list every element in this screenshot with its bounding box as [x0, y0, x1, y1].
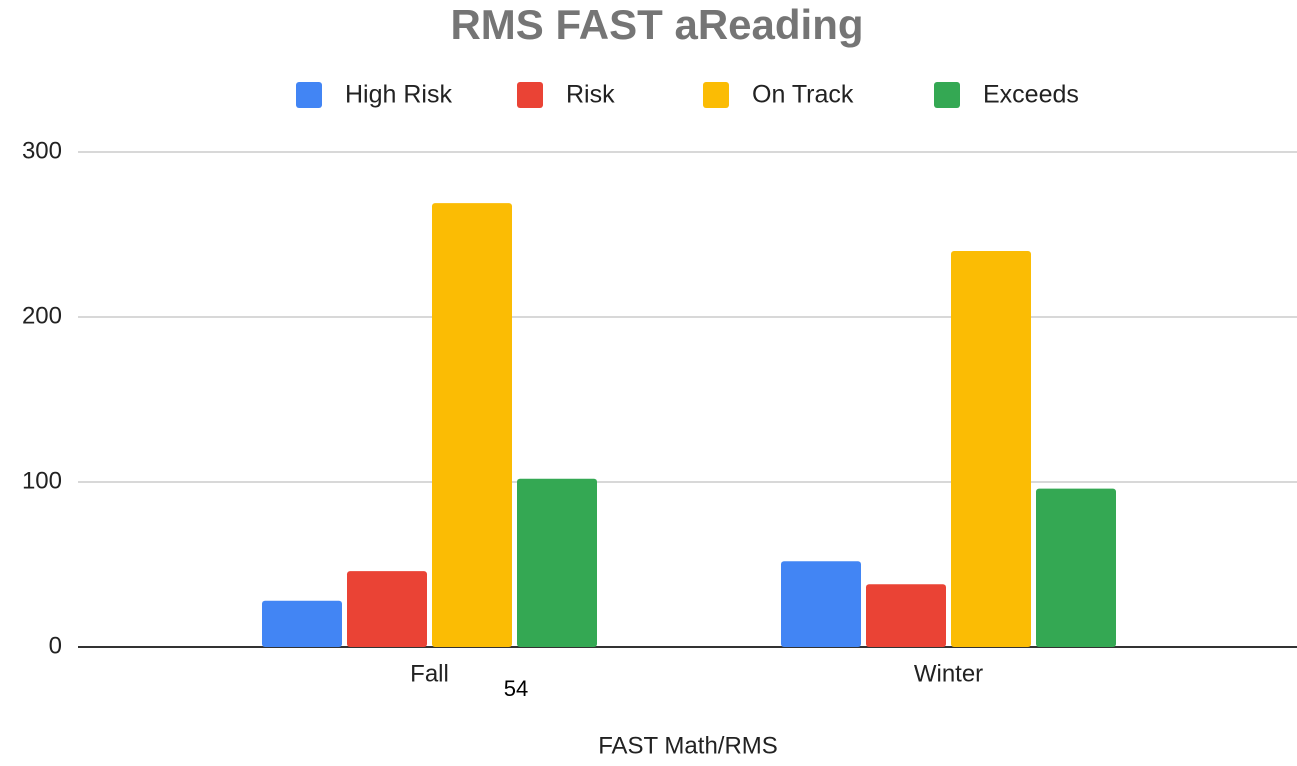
legend-swatch	[934, 82, 960, 108]
y-tick-label: 300	[22, 137, 62, 164]
bar	[347, 571, 427, 647]
bar	[781, 561, 861, 647]
bar	[866, 584, 946, 647]
legend-label: Exceeds	[983, 81, 1079, 109]
chart-title: RMS FAST aReading	[450, 1, 863, 48]
x-tick-label: Fall	[410, 660, 449, 687]
y-tick-label: 200	[22, 302, 62, 329]
legend-swatch	[517, 82, 543, 108]
legend-swatch	[296, 82, 322, 108]
bar	[1036, 488, 1116, 647]
legend-label: Risk	[566, 81, 615, 109]
legend-swatch	[703, 82, 729, 108]
bar	[432, 203, 512, 647]
legend-label: High Risk	[345, 81, 452, 109]
bar	[517, 478, 597, 647]
x-tick-label: Winter	[914, 660, 983, 687]
annotation: 54	[504, 676, 528, 701]
bar	[262, 600, 342, 647]
legend-label: On Track	[752, 81, 854, 109]
x-axis-title: FAST Math/RMS	[598, 732, 778, 759]
y-tick-label: 100	[22, 467, 62, 494]
bar	[951, 251, 1031, 647]
y-tick-label: 0	[49, 632, 62, 659]
